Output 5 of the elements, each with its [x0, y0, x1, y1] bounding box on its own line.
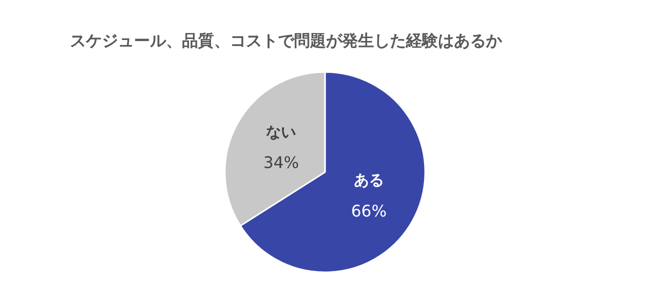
- slice-label: ある: [354, 171, 384, 190]
- data-label: 66%: [351, 201, 387, 220]
- slice-label: ない: [266, 122, 296, 141]
- data-label: 34%: [263, 153, 299, 172]
- chart-title: スケジュール、品質、コストで問題が発生した経験はあるか: [70, 30, 503, 50]
